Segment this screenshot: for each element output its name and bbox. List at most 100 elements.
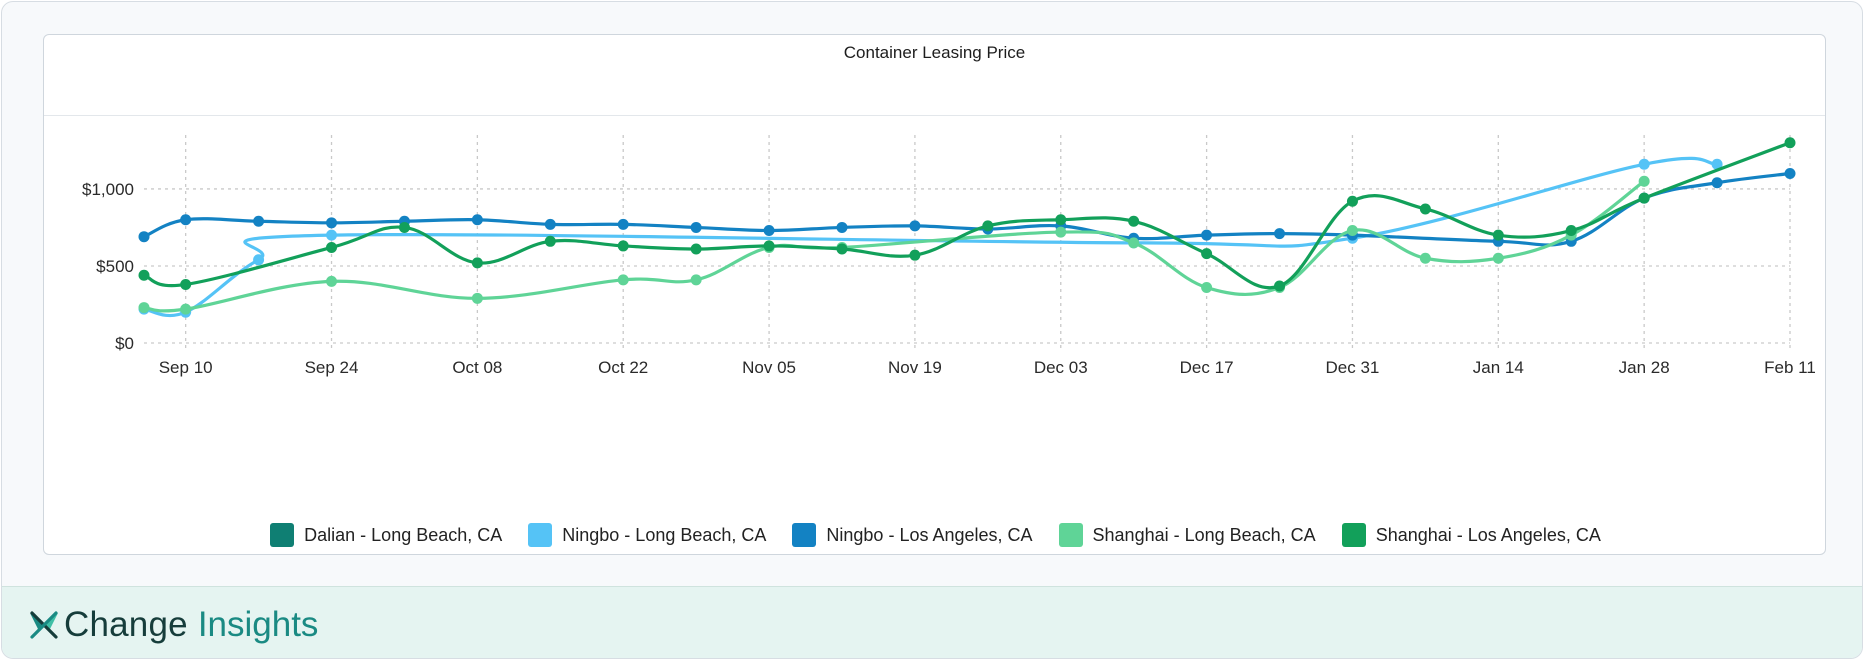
data-point — [909, 220, 921, 232]
data-point — [763, 225, 775, 237]
legend-item[interactable]: Shanghai - Long Beach, CA — [1058, 523, 1316, 547]
chart-card: Container Leasing Price $0 $500 $1,000 Sep … — [43, 34, 1826, 555]
data-point — [1201, 248, 1213, 260]
legend-item[interactable]: Ningbo - Los Angeles, CA — [792, 523, 1033, 547]
data-point — [544, 235, 556, 247]
data-point — [690, 221, 702, 233]
x-tick-label: Nov 19 — [888, 358, 942, 377]
data-point — [180, 214, 192, 226]
data-point — [763, 240, 775, 252]
legend-swatch — [1058, 523, 1083, 547]
x-tick-label: Oct 08 — [452, 358, 502, 377]
data-point — [1565, 225, 1577, 237]
legend-item[interactable]: Ningbo - Long Beach, CA — [528, 523, 766, 547]
data-point — [326, 229, 338, 241]
series-line — [142, 179, 1646, 313]
data-point — [326, 217, 338, 229]
legend-swatch — [270, 523, 295, 547]
data-point — [1419, 252, 1431, 264]
data-point — [1784, 168, 1796, 180]
data-point — [326, 275, 338, 287]
data-point — [1274, 280, 1286, 292]
data-point — [1638, 175, 1650, 187]
data-point — [690, 274, 702, 286]
legend-swatch — [528, 523, 553, 547]
legend-item[interactable]: Dalian - Long Beach, CA — [270, 523, 502, 547]
data-point — [1201, 229, 1213, 241]
x-tick-label: Jan 28 — [1619, 358, 1670, 377]
y-tick-label: $0 — [115, 334, 134, 353]
series-line — [142, 171, 1792, 247]
brand-name: Change — [64, 605, 188, 644]
data-point — [1055, 226, 1067, 238]
x-tick-label: Dec 03 — [1034, 358, 1088, 377]
data-point — [1128, 215, 1140, 227]
data-point — [617, 240, 629, 252]
data-point — [1711, 177, 1723, 189]
series-line — [142, 156, 1719, 318]
data-point — [1784, 137, 1796, 149]
data-point — [544, 218, 556, 230]
data-point — [1638, 158, 1650, 170]
series-ningbo-los-angeles-ca — [138, 168, 1796, 247]
x-tick-label: Sep 10 — [159, 358, 213, 377]
data-point — [1346, 225, 1358, 237]
data-point — [138, 231, 150, 243]
data-point — [1346, 195, 1358, 207]
line-chart: $0 $500 $1,000 Sep 10 Sep 24 Oct 08 Oct 22 Nov … — [82, 135, 1816, 377]
data-point — [1492, 252, 1504, 264]
legend-label: Ningbo - Long Beach, CA — [562, 524, 767, 545]
data-point — [1274, 228, 1286, 240]
data-point — [1055, 214, 1067, 226]
data-point — [617, 274, 629, 286]
data-point — [253, 254, 265, 266]
footer-bar: Change Insights — [2, 586, 1862, 658]
data-point — [617, 218, 629, 230]
series-shanghai-long-beach-ca — [138, 175, 1650, 315]
brand-logo: Change Insights — [26, 603, 318, 647]
data-point — [471, 257, 483, 269]
brand-subtitle: Insights — [197, 605, 319, 644]
legend-label: Dalian - Long Beach, CA — [304, 524, 503, 545]
series-ningbo-long-beach-ca — [138, 156, 1723, 318]
data-point — [1128, 237, 1140, 249]
data-point — [836, 243, 848, 255]
data-point — [138, 302, 150, 314]
data-point — [690, 243, 702, 255]
y-tick-label: $1,000 — [82, 180, 134, 199]
card-divider — [44, 115, 1825, 116]
legend-swatch — [792, 523, 817, 547]
x-tick-label: Sep 24 — [305, 358, 359, 377]
data-point — [471, 214, 483, 226]
change-logo-icon — [30, 611, 58, 639]
x-tick-label: Nov 05 — [742, 358, 796, 377]
series-shanghai-los-angeles-ca — [138, 137, 1796, 292]
legend-label: Ningbo - Los Angeles, CA — [826, 524, 1033, 545]
series-line — [142, 141, 1792, 290]
legend-item[interactable]: Shanghai - Los Angeles, CA — [1341, 523, 1601, 547]
data-point — [180, 303, 192, 315]
x-tick-label: Feb 11 — [1764, 358, 1816, 377]
legend-label: Shanghai - Los Angeles, CA — [1375, 524, 1601, 545]
y-tick-label: $500 — [96, 257, 134, 276]
data-point — [909, 249, 921, 261]
x-tick-label: Dec 17 — [1180, 358, 1234, 377]
data-point — [253, 215, 265, 227]
data-point — [1419, 203, 1431, 215]
data-point — [836, 221, 848, 233]
legend-swatch — [1341, 523, 1366, 547]
x-tick-label: Dec 31 — [1326, 358, 1380, 377]
data-point — [138, 269, 150, 281]
x-tick-label: Jan 14 — [1473, 358, 1524, 377]
data-point — [180, 278, 192, 290]
data-point — [1711, 158, 1723, 170]
x-tick-label: Oct 22 — [598, 358, 648, 377]
data-point — [398, 221, 410, 233]
data-point — [1492, 229, 1504, 241]
data-point — [982, 220, 994, 232]
data-point — [1638, 192, 1650, 204]
data-point — [471, 292, 483, 304]
data-point — [1201, 282, 1213, 294]
chart-title: Container Leasing Price — [843, 43, 1026, 62]
